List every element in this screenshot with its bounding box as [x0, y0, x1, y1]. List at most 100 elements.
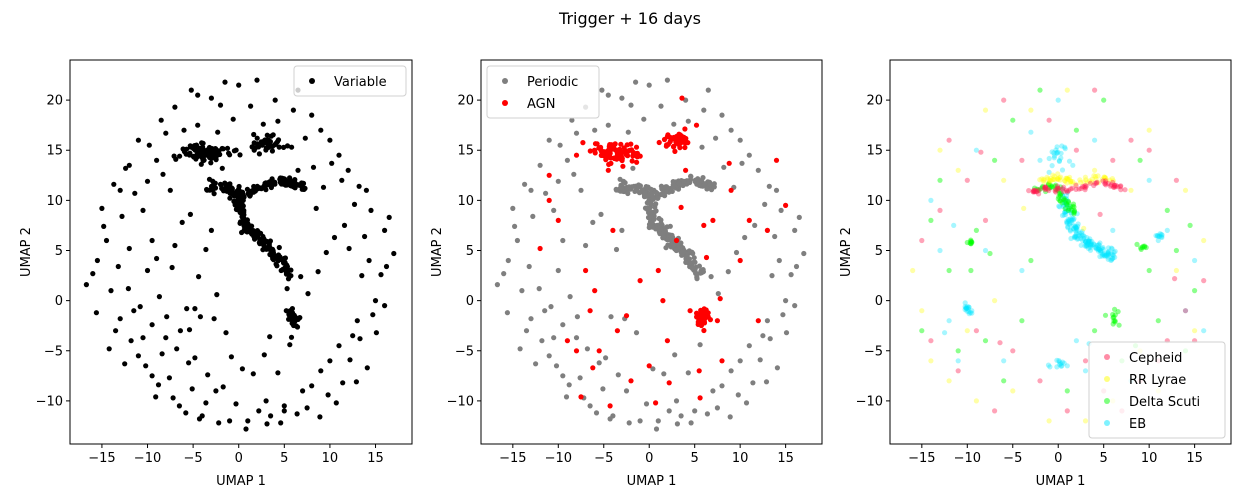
data-point [1065, 198, 1071, 204]
data-point [1067, 203, 1073, 209]
data-point [275, 252, 282, 258]
data-point [318, 368, 324, 374]
data-point [1082, 174, 1088, 180]
data-point [267, 246, 273, 252]
data-point [187, 150, 193, 156]
data-point [281, 260, 287, 266]
data-point [968, 267, 974, 274]
data-point [533, 361, 539, 367]
data-point [383, 263, 390, 270]
data-point [1047, 177, 1053, 184]
data-point [919, 237, 925, 244]
data-point [1067, 222, 1073, 228]
data-point [1001, 358, 1007, 364]
data-point [1138, 246, 1144, 252]
data-point [305, 291, 311, 297]
data-point [1086, 238, 1092, 244]
y-tick-label: 15 [866, 144, 883, 159]
data-point [701, 107, 707, 113]
data-point [1082, 182, 1088, 189]
data-point [318, 127, 324, 133]
data-point [1062, 209, 1068, 215]
data-point [1064, 408, 1070, 414]
data-point [1118, 183, 1124, 189]
data-point [626, 184, 632, 190]
data-point [623, 313, 630, 319]
data-point [708, 274, 714, 280]
data-point [1068, 235, 1074, 242]
data-point [605, 122, 611, 128]
x-axis-label: UMAP 1 [627, 474, 677, 489]
data-point [1112, 312, 1118, 318]
data-point [289, 181, 295, 187]
data-point [218, 182, 224, 188]
data-point [1062, 178, 1068, 184]
data-point [244, 186, 250, 192]
data-point [1064, 180, 1070, 186]
data-point [1065, 189, 1071, 195]
data-point [1061, 200, 1067, 206]
data-point [1098, 248, 1104, 254]
data-point [263, 398, 269, 404]
data-point [1060, 193, 1066, 199]
data-point [967, 310, 974, 316]
data-point [269, 148, 275, 154]
data-point [618, 141, 624, 147]
data-point [186, 327, 193, 333]
data-point [250, 371, 256, 377]
data-point [125, 286, 131, 292]
data-point [542, 308, 548, 314]
plot-area [494, 77, 807, 432]
data-point [982, 217, 989, 223]
y-axis-label: UMAP 2 [839, 227, 854, 277]
data-point [603, 355, 609, 361]
figure-suptitle: Trigger + 16 days [558, 9, 701, 28]
y-tick-label: 20 [46, 94, 63, 109]
data-point [750, 380, 756, 386]
data-point [606, 154, 612, 160]
data-point [1045, 186, 1051, 192]
data-point [111, 181, 117, 187]
data-point [788, 272, 794, 278]
x-tick-label: −10 [545, 451, 572, 466]
data-point [295, 182, 301, 188]
data-point [90, 271, 96, 277]
data-point [1080, 232, 1086, 238]
data-point [1028, 107, 1034, 113]
data-point [302, 135, 308, 141]
data-point [1010, 348, 1016, 354]
data-point [1083, 183, 1089, 189]
data-point [1107, 177, 1113, 183]
data-point [1046, 187, 1052, 194]
data-point [1085, 245, 1091, 251]
data-point [1099, 245, 1105, 251]
data-point [667, 223, 673, 229]
data-point [1071, 211, 1077, 217]
data-point [583, 267, 589, 274]
data-point [580, 140, 586, 146]
data-point [351, 201, 358, 207]
data-point [1053, 186, 1059, 192]
data-point [1201, 328, 1207, 334]
data-point [1192, 328, 1198, 334]
data-point [992, 157, 998, 163]
data-point [1064, 218, 1070, 225]
data-point [1054, 175, 1061, 182]
data-point [1102, 253, 1108, 259]
data-point [696, 263, 703, 269]
data-point [123, 165, 129, 171]
data-point [1054, 144, 1060, 150]
data-point [1057, 177, 1063, 183]
data-point [682, 144, 688, 151]
data-point [978, 149, 984, 155]
data-point [560, 322, 566, 328]
x-tick-label: −5 [184, 451, 203, 466]
data-point [1067, 174, 1073, 180]
data-point [1115, 184, 1121, 190]
data-point [1076, 186, 1082, 192]
series-eb [928, 97, 1207, 384]
data-point [1060, 186, 1066, 192]
data-point [703, 254, 710, 261]
data-point [596, 348, 602, 354]
data-point [1062, 199, 1068, 205]
